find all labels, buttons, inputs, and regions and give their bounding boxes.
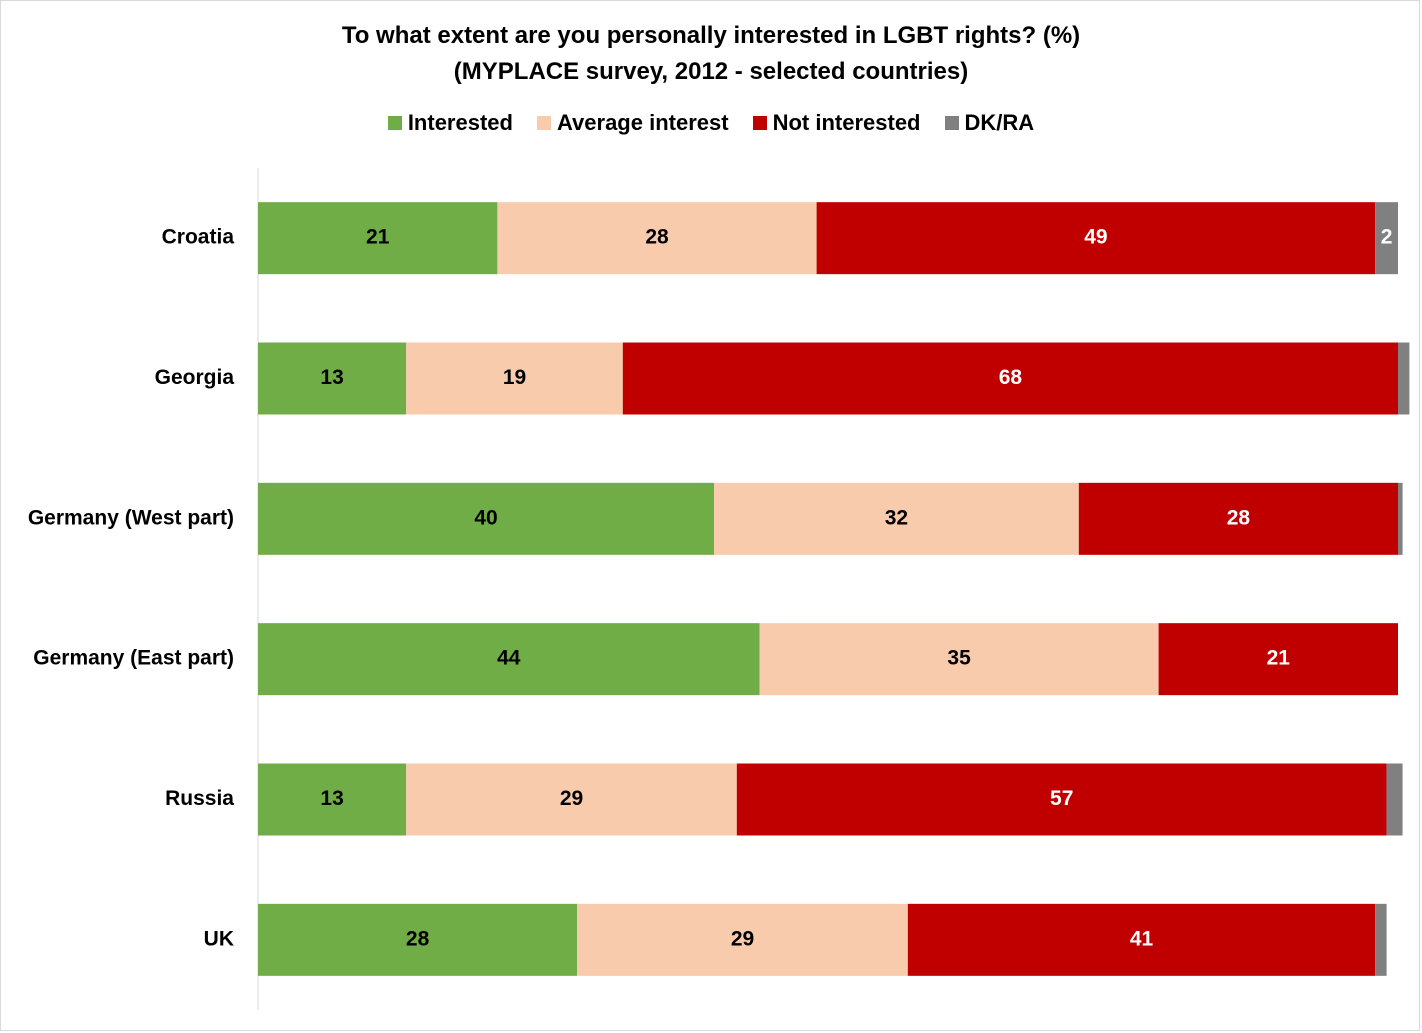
category-label-russia: Russia — [165, 787, 234, 810]
chart-legend: Interested Average interest Not interest… — [0, 110, 1422, 136]
data-label-germany-east-part-interested: 44 — [497, 647, 521, 670]
data-label-georgia-average-interest: 19 — [503, 366, 526, 389]
data-label-russia-not-interested: 57 — [1050, 787, 1073, 810]
category-label-uk: UK — [204, 927, 234, 950]
legend-swatch-not-interested — [752, 116, 767, 130]
bar-uk-interested — [258, 903, 578, 976]
legend-item-interested: Interested — [387, 110, 513, 136]
bar-germany-east-part-interested — [258, 623, 760, 696]
bar-russia-not-interested — [736, 763, 1387, 836]
bar-germany-east-part-not-interested — [1158, 623, 1398, 696]
bar-croatia-dk-ra — [1375, 202, 1398, 275]
bar-georgia-average-interest — [406, 342, 623, 415]
legend-swatch-interested — [387, 116, 402, 130]
chart-title: To what extent are you personally intere… — [341, 22, 1081, 49]
legend-item-average-interest: Average interest — [536, 110, 729, 136]
bar-russia-dk-ra — [1386, 763, 1403, 836]
data-label-germany-east-part-average-interest: 35 — [947, 647, 971, 670]
bar-germany-west-part-not-interested — [1078, 482, 1398, 555]
data-label-uk-average-interest: 29 — [731, 927, 754, 950]
category-label-germany-west-part: Germany (West part) — [28, 506, 234, 529]
data-label-croatia-average-interest: 28 — [645, 226, 669, 249]
category-label-georgia: Georgia — [155, 366, 235, 389]
legend-item-not-interested: Not interested — [752, 110, 921, 136]
chart-subtitle: (MYPLACE survey, 2012 - selected countri… — [453, 58, 969, 85]
bar-georgia-interested — [258, 342, 407, 415]
category-label-croatia: Croatia — [162, 226, 235, 249]
data-label-germany-east-part-not-interested: 21 — [1267, 647, 1291, 670]
legend-swatch-average-interest — [536, 116, 551, 130]
category-label-germany-east-part: Germany (East part) — [33, 647, 234, 670]
bar-croatia-not-interested — [816, 202, 1376, 275]
data-label-russia-average-interest: 29 — [560, 787, 583, 810]
data-label-germany-west-part-average-interest: 32 — [885, 506, 908, 529]
bar-uk-average-interest — [577, 903, 908, 976]
bar-georgia-dk-ra — [1398, 342, 1410, 415]
data-label-uk-interested: 28 — [406, 927, 430, 950]
bar-georgia-not-interested — [622, 342, 1398, 415]
bar-croatia-interested — [258, 202, 498, 275]
legend-label-average-interest: Average interest — [556, 110, 729, 135]
bar-uk-not-interested — [907, 903, 1376, 976]
bar-germany-west-part-dk-ra — [1398, 482, 1403, 555]
bar-croatia-average-interest — [497, 202, 817, 275]
data-label-germany-west-part-interested: 40 — [474, 506, 497, 529]
data-label-russia-interested: 13 — [320, 787, 343, 810]
data-label-uk-not-interested: 41 — [1130, 927, 1154, 950]
legend-label-interested: Interested — [407, 110, 513, 135]
data-label-croatia-interested: 21 — [366, 226, 390, 249]
bar-russia-interested — [258, 763, 407, 836]
bar-germany-east-part-average-interest — [759, 623, 1159, 696]
data-label-georgia-not-interested: 68 — [999, 366, 1023, 389]
bar-russia-average-interest — [406, 763, 737, 836]
data-label-croatia-dk-ra: 2 — [1381, 226, 1393, 249]
legend-label-not-interested: Not interested — [772, 110, 921, 135]
bar-uk-dk-ra — [1375, 903, 1387, 976]
data-label-georgia-interested: 13 — [320, 366, 343, 389]
data-label-germany-west-part-not-interested: 28 — [1227, 506, 1251, 529]
bar-germany-west-part-average-interest — [714, 482, 1079, 555]
legend-swatch-dk-ra — [944, 116, 959, 130]
legend-item-dk-ra: DK/RA — [944, 110, 1035, 136]
bar-germany-west-part-interested — [258, 482, 714, 555]
data-label-croatia-not-interested: 49 — [1084, 226, 1107, 249]
legend-label-dk-ra: DK/RA — [964, 110, 1035, 135]
